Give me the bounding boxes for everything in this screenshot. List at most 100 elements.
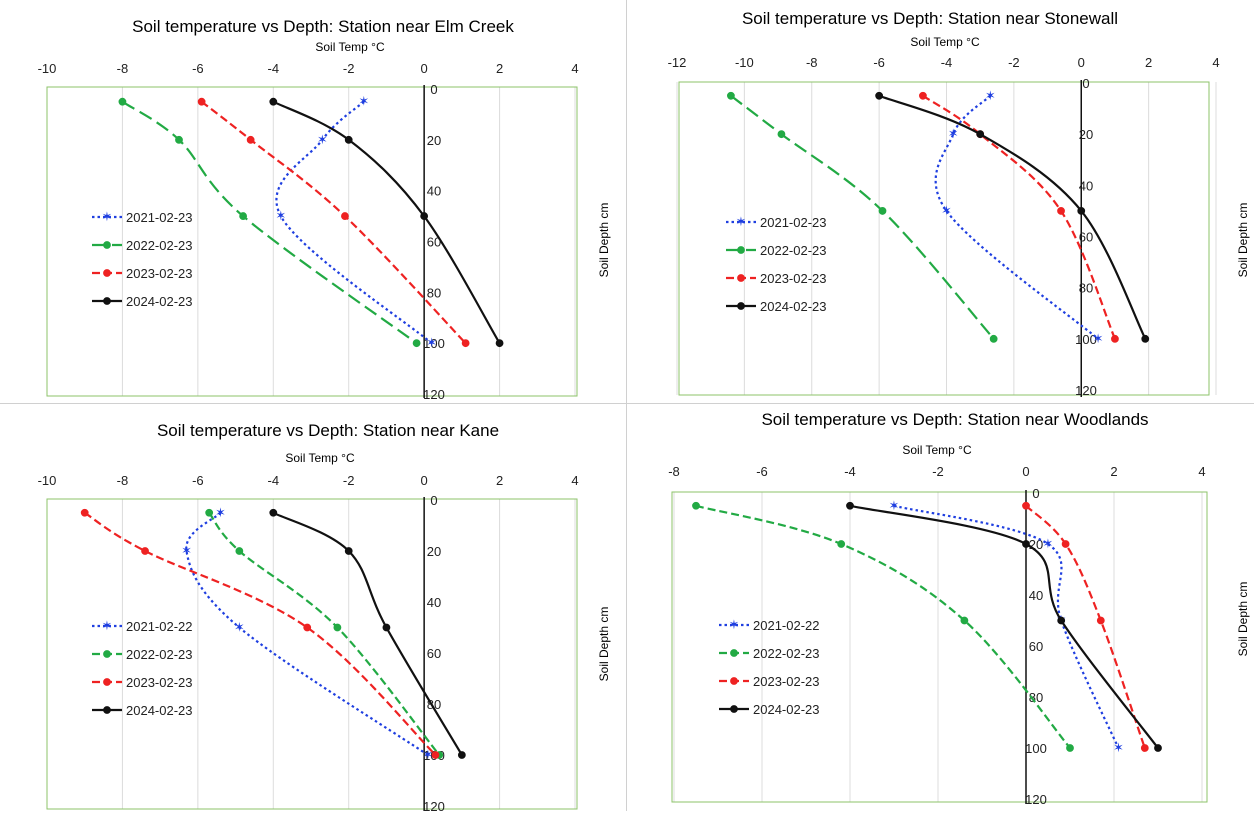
point-marker bbox=[103, 269, 111, 277]
point-marker bbox=[846, 501, 854, 510]
point-marker bbox=[1077, 207, 1086, 215]
point-marker bbox=[269, 508, 278, 517]
x-tick-label: 2 bbox=[1145, 55, 1152, 70]
panel-divider-horizontal bbox=[0, 403, 1254, 404]
series-line bbox=[272, 511, 463, 756]
x-tick-label: 4 bbox=[571, 473, 578, 488]
point-marker bbox=[382, 623, 391, 632]
x-tick-label: 0 bbox=[1078, 55, 1085, 70]
chart-title: Soil temperature vs Depth: Station near … bbox=[132, 17, 514, 36]
series-group: ✶ ✶ ✶ ✶ bbox=[727, 88, 1150, 346]
series-line bbox=[730, 94, 995, 340]
point-marker bbox=[1140, 744, 1149, 752]
point-marker bbox=[103, 241, 111, 249]
x-axis-title: Soil Temp °C bbox=[902, 443, 972, 457]
y-tick-label: 20 bbox=[1079, 127, 1093, 142]
point-marker bbox=[103, 650, 111, 658]
point-marker bbox=[175, 135, 183, 144]
x-tick-label: -10 bbox=[38, 61, 57, 76]
series-line bbox=[1025, 504, 1146, 749]
y-tick-label: 120 bbox=[1025, 792, 1047, 807]
point-marker bbox=[960, 616, 969, 625]
chart-title: Soil temperature vs Depth: Station near … bbox=[157, 421, 499, 440]
x-tick-label: -8 bbox=[806, 55, 818, 70]
series-line bbox=[934, 94, 1099, 340]
series-line bbox=[272, 100, 501, 344]
y-tick-labels: 0 20 40 60 80 100 120 bbox=[1075, 76, 1097, 398]
series-line bbox=[185, 511, 429, 756]
x-tick-label: -6 bbox=[192, 473, 204, 488]
series-line bbox=[849, 504, 1159, 749]
y-tick-label: 120 bbox=[423, 799, 445, 811]
point-marker bbox=[1057, 207, 1065, 215]
point-marker bbox=[1066, 744, 1074, 752]
y-tick-label: 80 bbox=[427, 285, 441, 300]
chart-panel-elm-creek: Soil temperature vs Depth: Station near … bbox=[0, 0, 627, 404]
star-marker: ✶ bbox=[317, 132, 328, 147]
x-tick-label: 0 bbox=[421, 473, 428, 488]
x-tick-label: 0 bbox=[421, 61, 428, 76]
x-tick-label: -4 bbox=[941, 55, 953, 70]
chart-title: Soil temperature vs Depth: Station near … bbox=[761, 410, 1148, 429]
point-marker bbox=[205, 508, 214, 517]
legend-label: 2021-02-22 bbox=[753, 618, 820, 633]
star-marker: ✶ bbox=[1043, 536, 1054, 551]
star-marker: ✶ bbox=[729, 617, 740, 632]
legend-label: 2024-02-23 bbox=[760, 299, 827, 314]
point-marker bbox=[246, 135, 255, 144]
legend-label: 2021-02-22 bbox=[126, 619, 193, 634]
point-marker bbox=[1111, 334, 1119, 343]
point-marker bbox=[777, 130, 786, 139]
point-marker bbox=[730, 705, 738, 713]
y-tick-label: 60 bbox=[427, 646, 441, 661]
point-marker bbox=[1061, 540, 1070, 548]
legend-label: 2023-02-23 bbox=[760, 271, 827, 286]
x-tick-label: 2 bbox=[496, 473, 503, 488]
y-axis-title: Soil Depth cm bbox=[1236, 582, 1250, 657]
legend-label: 2021-02-23 bbox=[126, 210, 193, 225]
x-axis-title: Soil Temp °C bbox=[285, 451, 355, 465]
star-marker: ✶ bbox=[941, 203, 952, 218]
series-group: ✶ ✶ ✶ ✶ bbox=[80, 505, 466, 762]
point-marker bbox=[1096, 616, 1105, 625]
x-tick-label: 4 bbox=[1198, 464, 1205, 479]
x-tick-label: -8 bbox=[117, 61, 129, 76]
point-marker bbox=[118, 97, 127, 106]
plot-area-border bbox=[46, 86, 578, 397]
point-marker bbox=[141, 547, 149, 555]
star-marker: ✶ bbox=[234, 620, 245, 635]
y-tick-label: 100 bbox=[1025, 741, 1047, 756]
x-tick-label: 4 bbox=[571, 61, 578, 76]
series-line bbox=[878, 94, 1147, 340]
y-tick-label: 40 bbox=[1079, 178, 1093, 193]
x-tick-label: 0 bbox=[1022, 464, 1029, 479]
series-line bbox=[893, 504, 1120, 749]
x-axis-title: Soil Temp °C bbox=[910, 35, 980, 49]
star-marker: ✶ bbox=[985, 88, 996, 103]
point-marker bbox=[344, 547, 353, 555]
x-tick-label: -2 bbox=[932, 464, 944, 479]
point-marker bbox=[737, 302, 745, 310]
star-marker: ✶ bbox=[275, 208, 286, 223]
point-marker bbox=[737, 274, 745, 282]
star-marker: ✶ bbox=[1093, 331, 1104, 346]
point-marker bbox=[103, 678, 111, 686]
point-marker bbox=[875, 91, 884, 100]
x-tick-label: -6 bbox=[756, 464, 768, 479]
point-marker bbox=[341, 212, 349, 220]
point-marker bbox=[197, 97, 206, 106]
legend-label: 2023-02-23 bbox=[126, 266, 193, 281]
chart-svg: Soil temperature vs Depth: Station near … bbox=[38, 421, 611, 814]
x-tick-labels: -12 -10 -8 -6 -4 -2 0 2 4 bbox=[668, 55, 1220, 70]
star-marker: ✶ bbox=[422, 747, 433, 762]
x-tick-label: -6 bbox=[192, 61, 204, 76]
star-marker: ✶ bbox=[181, 543, 192, 558]
legend-label: 2022-02-23 bbox=[753, 646, 820, 661]
star-marker: ✶ bbox=[736, 214, 747, 229]
legend: ✶ 2021-02-23 2022-02-23 2023-02-23 2024-02-2… bbox=[726, 214, 827, 314]
point-marker bbox=[235, 547, 244, 555]
y-axis-title: Soil Depth cm bbox=[1236, 203, 1250, 278]
plot-area-border bbox=[671, 491, 1208, 803]
legend: ✶ 2021-02-22 2022-02-23 2023-02-23 2024-02-2… bbox=[92, 618, 193, 718]
chart-panel-stonewall: Soil temperature vs Depth: Station near … bbox=[627, 0, 1254, 404]
